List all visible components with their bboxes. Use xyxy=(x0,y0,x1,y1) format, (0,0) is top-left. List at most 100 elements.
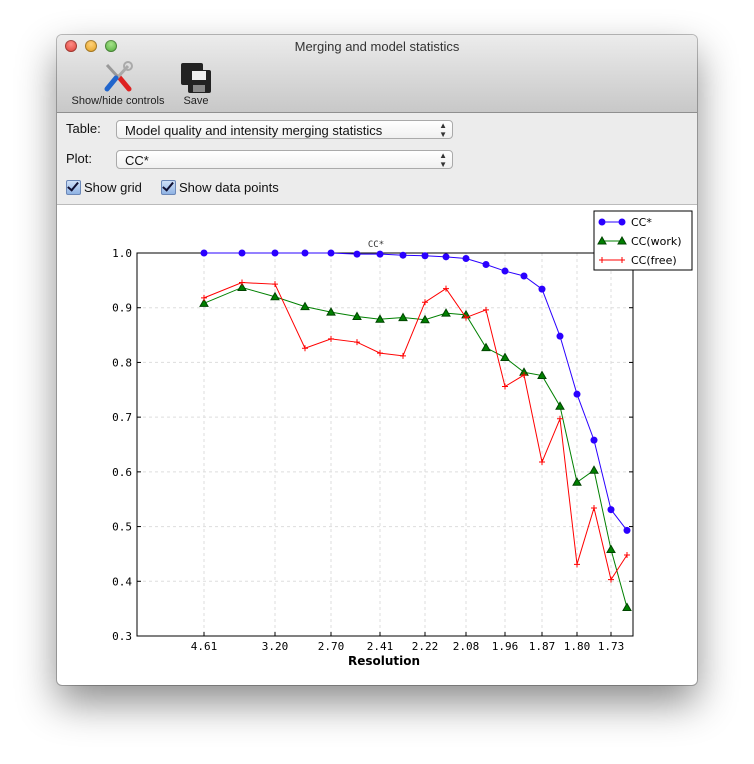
data-point xyxy=(377,350,383,357)
data-point xyxy=(400,352,406,359)
data-point xyxy=(237,282,247,291)
y-tick-label: 0.5 xyxy=(112,521,132,534)
data-point xyxy=(200,249,208,257)
show-data-points-checkbox[interactable]: Show data points xyxy=(161,180,279,195)
x-tick-label: 2.41 xyxy=(367,640,394,653)
series-line xyxy=(204,252,628,531)
app-window: Merging and model statistics Show/hide c… xyxy=(57,35,697,685)
data-point xyxy=(442,253,450,261)
data-point xyxy=(199,298,209,307)
data-point xyxy=(462,254,470,262)
data-point xyxy=(441,308,451,317)
data-point xyxy=(327,249,335,257)
y-tick-label: 0.8 xyxy=(112,356,132,369)
series-line xyxy=(203,286,628,608)
data-point xyxy=(443,285,449,292)
data-point xyxy=(483,306,489,313)
y-tick-label: 0.3 xyxy=(112,630,132,643)
data-point xyxy=(573,390,581,398)
data-point xyxy=(500,352,510,362)
data-point xyxy=(624,552,630,559)
data-point xyxy=(481,342,491,352)
data-point xyxy=(606,544,616,554)
data-point xyxy=(482,260,490,268)
data-point xyxy=(301,249,309,257)
show-hide-controls-button[interactable]: Show/hide controls xyxy=(65,61,171,107)
data-point xyxy=(354,339,360,346)
data-point xyxy=(328,335,334,342)
legend-marker xyxy=(597,235,607,245)
data-point xyxy=(607,506,615,514)
data-point xyxy=(376,250,384,258)
x-tick-label: 1.87 xyxy=(529,640,556,653)
data-point xyxy=(591,504,597,511)
x-tick-label: 1.96 xyxy=(492,640,519,653)
data-point xyxy=(398,312,408,322)
legend: CC* CC(work) CC(free) xyxy=(593,210,693,271)
data-point xyxy=(556,332,564,340)
data-point xyxy=(622,602,632,612)
close-button[interactable] xyxy=(65,40,77,52)
legend-marker xyxy=(617,235,627,245)
data-point xyxy=(352,311,362,320)
x-tick-label: 2.70 xyxy=(318,640,345,653)
table-select-value: Model quality and intensity merging stat… xyxy=(125,123,383,138)
data-point xyxy=(201,294,207,301)
data-point xyxy=(537,370,547,380)
y-tick-label: 0.6 xyxy=(112,466,132,479)
plot-select[interactable]: CC* ▲ ▼ xyxy=(116,150,453,169)
legend-marker xyxy=(598,218,606,226)
title-toolbar: Merging and model statistics Show/hide c… xyxy=(57,35,697,113)
table-label: Table: xyxy=(66,121,101,136)
data-point xyxy=(574,561,580,568)
data-point xyxy=(557,415,563,422)
checkbox-checked-icon xyxy=(66,180,81,195)
data-point xyxy=(520,272,528,280)
updown-arrows-icon: ▲ ▼ xyxy=(439,121,447,139)
x-tick-label: 2.08 xyxy=(453,640,480,653)
series-cc- xyxy=(200,249,631,534)
data-point xyxy=(353,250,361,258)
data-point xyxy=(422,299,428,306)
show-grid-checkbox[interactable]: Show grid xyxy=(66,180,142,195)
y-tick-label: 1.0 xyxy=(112,247,132,260)
minimize-button[interactable] xyxy=(85,40,97,52)
x-tick-label: 2.22 xyxy=(412,640,439,653)
data-point xyxy=(238,249,246,257)
plot-frame xyxy=(136,252,634,637)
data-point xyxy=(272,281,278,288)
y-tick-label: 0.7 xyxy=(112,411,132,424)
x-tick-label: 3.20 xyxy=(262,640,289,653)
data-point xyxy=(239,279,245,286)
data-point xyxy=(539,459,545,466)
plot-select-value: CC* xyxy=(125,153,149,168)
data-point xyxy=(300,301,310,311)
show-data-points-label: Show data points xyxy=(179,180,279,195)
plot-label: Plot: xyxy=(66,151,93,166)
y-tick-label: 0.9 xyxy=(112,302,132,315)
data-point xyxy=(421,252,429,260)
chart-title: CC* xyxy=(368,240,384,250)
x-tick-label: 1.73 xyxy=(598,640,625,653)
data-point xyxy=(502,383,508,390)
legend-marker xyxy=(619,257,625,263)
data-point xyxy=(326,307,336,316)
floppy-disk-icon xyxy=(177,61,215,95)
data-point xyxy=(538,285,546,293)
show-hide-controls-label: Show/hide controls xyxy=(71,95,165,107)
data-point xyxy=(270,291,280,301)
data-point xyxy=(572,477,582,486)
zoom-button[interactable] xyxy=(105,40,117,52)
series-cc-work- xyxy=(199,282,632,612)
legend-label: CC(free) xyxy=(631,254,677,267)
table-select[interactable]: Model quality and intensity merging stat… xyxy=(116,120,453,139)
data-point xyxy=(271,249,279,257)
save-button[interactable]: Save xyxy=(177,61,215,107)
data-point xyxy=(521,372,527,379)
legend-label: CC(work) xyxy=(631,235,682,248)
save-label: Save xyxy=(183,95,209,107)
data-point xyxy=(463,314,469,321)
series-line xyxy=(203,282,628,581)
data-point xyxy=(623,526,631,534)
data-point xyxy=(608,576,614,583)
